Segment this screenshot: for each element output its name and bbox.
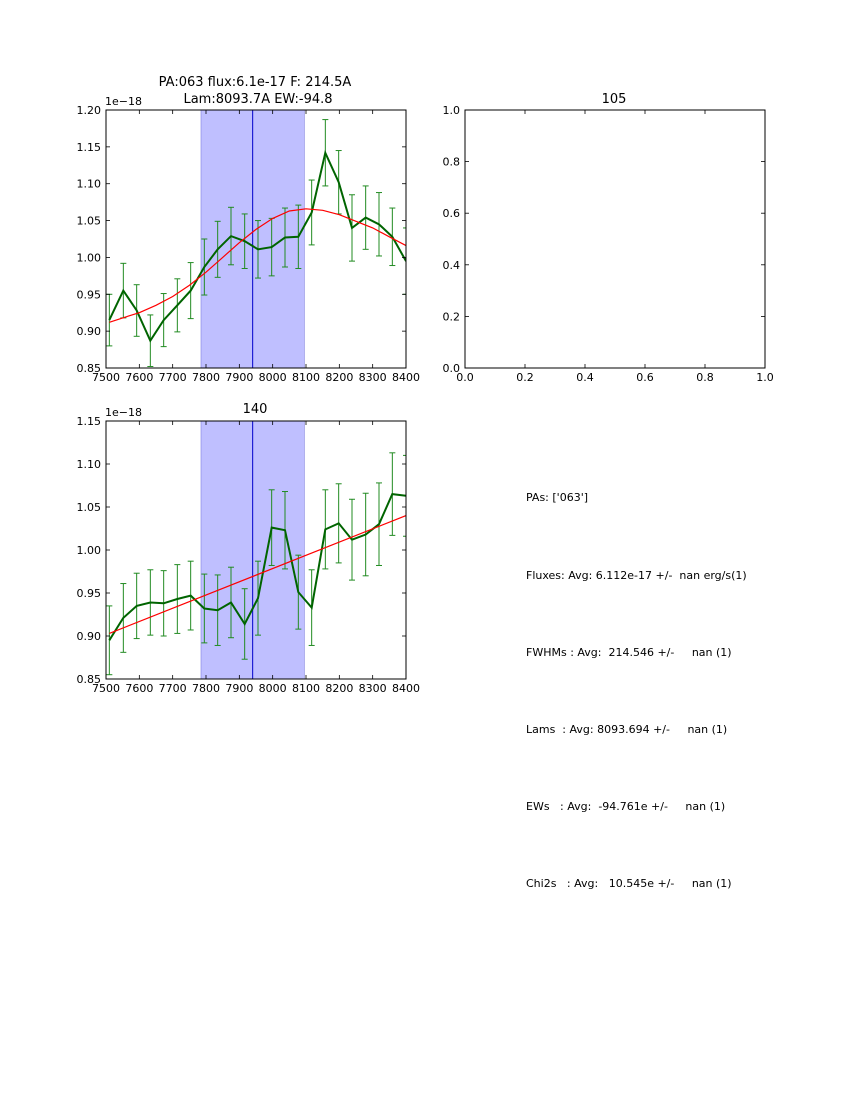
x-tick-label: 1.0 [756,371,774,384]
y-tick-label: 1.10 [77,178,102,191]
x-tick-label: 8300 [359,682,387,695]
y-tick-label: 1.15 [77,141,102,154]
y-offset-label: 1e−18 [105,95,142,108]
x-tick-label: 7700 [159,371,187,384]
x-tick-label: 0.6 [636,371,654,384]
panel-pa-063: PA:063 flux:6.1e-17 F: 214.5A Lam:8093.7… [77,75,421,384]
x-tick-label: 8200 [325,371,353,384]
summary-fwhms: FWHMs : Avg: 214.546 +/- nan (1) [526,645,732,659]
y-tick-label: 0.90 [77,325,102,338]
summary-lams: Lams : Avg: 8093.694 +/- nan (1) [526,722,728,736]
y-tick-label: 1.00 [77,544,102,557]
y-tick-label: 1.15 [77,415,102,428]
x-tick-label: 7500 [92,682,120,695]
summary-fluxes: Fluxes: Avg: 6.112e-17 +/- nan erg/s(1) [526,568,747,582]
y-tick-label: 0.8 [443,156,461,169]
summary-ews: EWs : Avg: -94.761e +/- nan (1) [526,799,726,813]
x-tick-label: 7700 [159,682,187,695]
fit-curve [109,208,406,323]
fit-summary: PAs: ['063'] Fluxes: Avg: 6.112e-17 +/- … [526,434,747,922]
y-tick-label: 0.90 [77,630,102,643]
y-tick-label: 1.0 [443,104,461,117]
x-tick-label: 8400 [392,371,420,384]
y-tick-label: 0.95 [77,288,102,301]
panel-title-line2: Lam:8093.7A EW:-94.8 [183,92,332,107]
y-tick-label: 0.85 [77,362,102,375]
y-tick-label: 1.00 [77,251,102,264]
panel-140: 140 1e−18 7500 7600 7700 7800 7900 8000 8100 82… [77,402,421,695]
y-tick-label: 0.2 [443,310,461,323]
x-tick-label: 8400 [392,682,420,695]
y-tick-label: 1.10 [77,458,102,471]
x-tick-label: 0.8 [696,371,714,384]
plot-frame [464,109,766,369]
y-offset-label: 1e−18 [105,406,142,419]
summary-pas: PAs: ['063'] [526,491,589,505]
x-tick-label: 7600 [125,682,153,695]
x-tick-label: 7500 [92,371,120,384]
x-tick-label: 7800 [192,371,220,384]
y-tick-label: 0.0 [443,362,461,375]
x-tick-label: 7600 [125,371,153,384]
x-tick-label: 8000 [259,682,287,695]
plot-frame [105,109,407,369]
y-tick-label: 1.05 [77,501,102,514]
x-tick-label: 0.2 [516,371,534,384]
y-tick-label: 1.05 [77,215,102,228]
x-tick-label: 8000 [259,371,287,384]
x-tick-label: 8100 [292,371,320,384]
summary-chi2s: Chi2s : Avg: 10.545e +/- nan (1) [526,876,732,890]
x-tick-label: 7900 [225,682,253,695]
x-tick-label: 8100 [292,682,320,695]
error-bar [403,454,406,537]
panel-title: 105 [602,92,627,107]
spectrum-line [108,149,406,343]
x-tick-label: 7900 [225,371,253,384]
x-tick-label: 0.4 [576,371,594,384]
x-tick-label: 0.0 [456,371,474,384]
x-tick-label: 8300 [359,371,387,384]
fit-curve [109,515,406,634]
panel-105: 105 0.0 0.2 0.4 0.6 0.8 1.0 0.0 0.2 0.4 0.6 0.8 1.0 [443,92,774,384]
x-tick-label: 8200 [325,682,353,695]
spectrum-line [108,493,406,641]
y-tick-label: 0.4 [443,259,461,272]
y-tick-label: 0.85 [77,673,102,686]
panel-title: 140 [243,402,268,417]
panel-title-line1: PA:063 flux:6.1e-17 F: 214.5A [159,75,352,90]
y-tick-label: 1.20 [77,104,102,117]
y-tick-label: 0.6 [443,207,461,220]
x-tick-label: 7800 [192,682,220,695]
y-tick-label: 0.95 [77,587,102,600]
